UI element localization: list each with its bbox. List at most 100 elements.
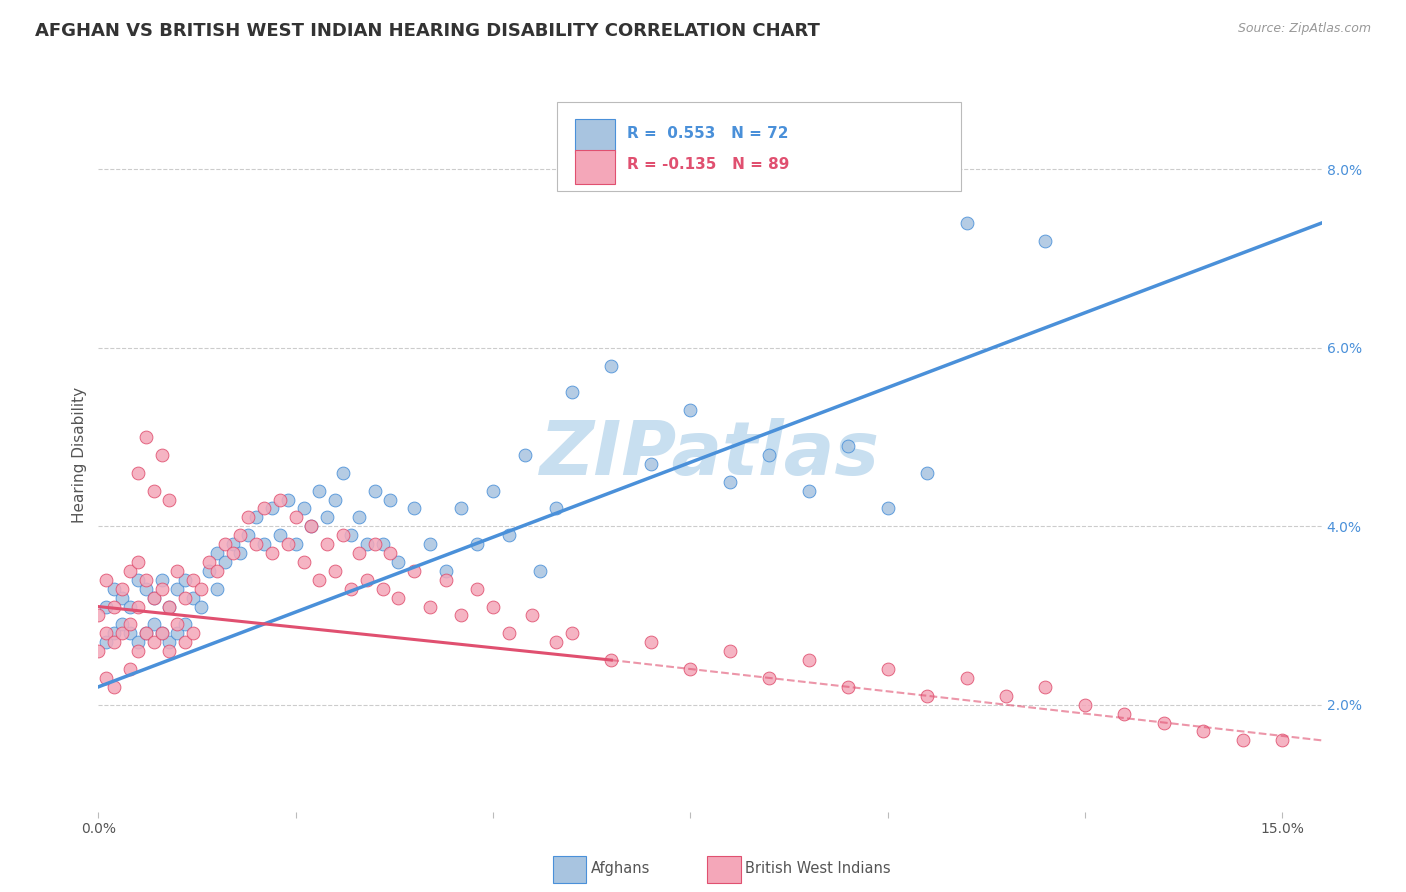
Point (371, 582, 394, 596)
Point (103, 680, 125, 694)
Point (229, 546, 252, 560)
Point (135, 573, 157, 587)
Point (915, 689, 938, 703)
Point (679, 662, 702, 676)
Point (166, 626, 188, 640)
Point (419, 537, 441, 551)
Point (600, 359, 623, 373)
Point (797, 483, 820, 498)
Point (87, 608, 110, 623)
Point (316, 510, 339, 524)
Point (876, 501, 898, 516)
Point (166, 582, 188, 596)
Point (758, 448, 780, 462)
Point (332, 466, 354, 480)
Point (127, 573, 149, 587)
Point (758, 671, 780, 685)
Point (127, 599, 149, 614)
Point (482, 483, 505, 498)
Point (955, 216, 977, 230)
Point (198, 555, 221, 569)
Point (96, 635, 118, 649)
Point (142, 635, 165, 649)
Point (174, 617, 197, 632)
Point (127, 555, 149, 569)
Text: Afghans: Afghans (591, 862, 650, 876)
Point (269, 492, 291, 507)
Point (915, 466, 938, 480)
Point (150, 573, 173, 587)
Point (190, 582, 212, 596)
Point (1114, 706, 1136, 721)
Point (561, 385, 583, 400)
Point (797, 653, 820, 667)
Point (96, 599, 118, 614)
Point (498, 528, 520, 542)
Point (181, 591, 204, 605)
Point (111, 582, 134, 596)
Point (876, 662, 898, 676)
Point (529, 564, 551, 578)
Point (323, 564, 346, 578)
Point (150, 448, 173, 462)
Text: AFGHAN VS BRITISH WEST INDIAN HEARING DISABILITY CORRELATION CHART: AFGHAN VS BRITISH WEST INDIAN HEARING DI… (35, 22, 820, 40)
Point (142, 591, 165, 605)
Point (387, 591, 409, 605)
Point (150, 582, 173, 596)
Point (1192, 724, 1215, 739)
Point (159, 599, 181, 614)
Point (118, 564, 141, 578)
Text: R =  0.553   N = 72: R = 0.553 N = 72 (627, 126, 789, 141)
Point (111, 617, 134, 632)
Point (323, 492, 346, 507)
Point (380, 492, 402, 507)
Point (277, 492, 299, 507)
Point (166, 564, 188, 578)
Point (181, 626, 204, 640)
Text: ZIPatlas: ZIPatlas (540, 418, 880, 491)
Point (347, 510, 370, 524)
Point (465, 537, 488, 551)
Point (142, 617, 165, 632)
Point (994, 689, 1017, 703)
Point (142, 591, 165, 605)
Point (214, 537, 236, 551)
Point (292, 555, 315, 569)
Point (150, 626, 173, 640)
Point (198, 564, 221, 578)
Point (640, 635, 662, 649)
Point (482, 599, 505, 614)
Point (1035, 680, 1057, 694)
Point (284, 537, 307, 551)
Point (1232, 733, 1254, 747)
Text: British West Indians: British West Indians (745, 862, 891, 876)
Point (316, 537, 339, 551)
Point (371, 537, 394, 551)
Point (159, 492, 181, 507)
Point (135, 582, 157, 596)
Point (174, 591, 197, 605)
Point (214, 555, 236, 569)
Point (363, 483, 385, 498)
Point (434, 573, 457, 587)
Text: Source: ZipAtlas.com: Source: ZipAtlas.com (1237, 22, 1371, 36)
Point (513, 448, 536, 462)
Point (301, 519, 323, 533)
Y-axis label: Hearing Disability: Hearing Disability (72, 387, 87, 523)
Point (640, 457, 662, 471)
Point (174, 635, 197, 649)
Point (837, 680, 859, 694)
Point (135, 430, 157, 444)
Point (253, 501, 276, 516)
Point (419, 599, 441, 614)
Point (135, 626, 157, 640)
Point (229, 528, 252, 542)
Point (245, 510, 267, 524)
Point (955, 671, 977, 685)
Point (87, 644, 110, 658)
Point (159, 599, 181, 614)
Point (301, 519, 323, 533)
Point (103, 626, 125, 640)
Point (1074, 698, 1097, 712)
Point (159, 635, 181, 649)
